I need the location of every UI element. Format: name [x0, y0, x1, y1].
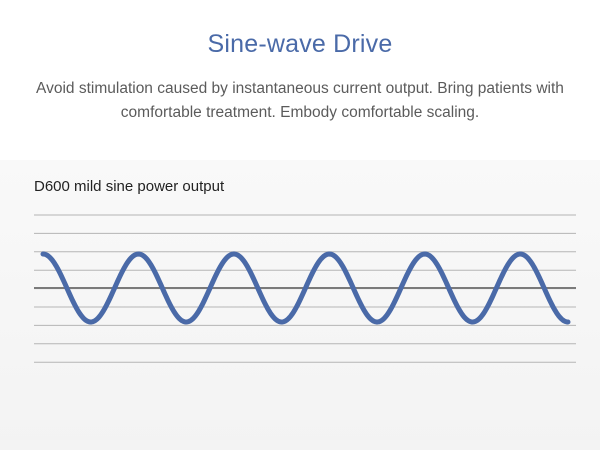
sine-wave-diagram	[34, 214, 576, 363]
waveform-label: D600 mild sine power output	[34, 178, 225, 195]
sine-wave	[40, 251, 571, 325]
page-description: Avoid stimulation caused by instantaneou…	[36, 80, 564, 121]
page-title: Sine-wave Drive	[207, 30, 393, 58]
waveform-panel: D600 mild sine power output	[0, 160, 600, 450]
header-section: Sine-wave Drive Avoid stimulation caused…	[0, 0, 600, 160]
